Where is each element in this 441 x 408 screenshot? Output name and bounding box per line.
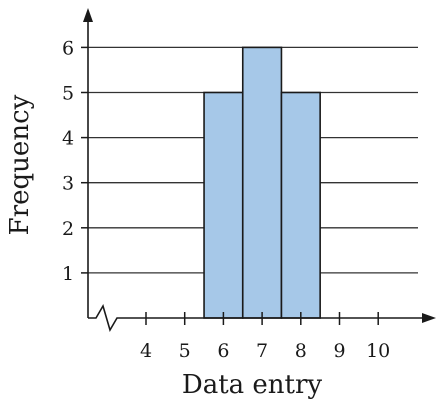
y-tick-label-5: 5 <box>62 83 74 105</box>
x-tick-labels: 4 5 6 7 8 9 10 <box>140 340 390 362</box>
x-axis-arrow <box>422 313 436 323</box>
axes <box>81 8 436 333</box>
y-tick-label-2: 2 <box>62 218 74 240</box>
y-tick-label-4: 4 <box>62 128 74 150</box>
bar-6 <box>203 91 244 319</box>
y-axis-title: Frequency <box>5 94 35 235</box>
bar-7 <box>241 46 283 319</box>
bars <box>203 46 321 319</box>
x-tick-label-6: 6 <box>217 340 229 362</box>
x-axis-title: Data entry <box>182 370 323 400</box>
x-tick-label-5: 5 <box>179 340 191 362</box>
y-tick-label-3: 3 <box>62 173 74 195</box>
x-tick-label-4: 4 <box>140 340 152 362</box>
y-axis-arrow <box>83 8 93 22</box>
x-tick-label-7: 7 <box>256 340 268 362</box>
y-tick-labels: 1 2 3 4 5 6 <box>62 37 74 285</box>
x-tick-label-10: 10 <box>366 340 390 362</box>
x-tick-label-8: 8 <box>295 340 307 362</box>
y-tick-label-6: 6 <box>62 37 74 59</box>
bar-8 <box>280 91 321 319</box>
x-axis-line <box>88 303 426 333</box>
y-tick-label-1: 1 <box>62 263 74 285</box>
x-tick-label-9: 9 <box>333 340 345 362</box>
